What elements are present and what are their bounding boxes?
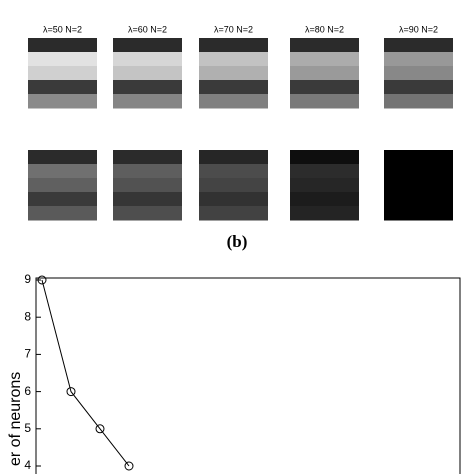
stripe bbox=[28, 52, 97, 67]
panel-label: λ=70 N=2 bbox=[214, 24, 253, 34]
stripe bbox=[28, 66, 97, 81]
stripe bbox=[28, 94, 97, 109]
y-tick-label: 4 bbox=[24, 458, 31, 472]
stripe bbox=[199, 192, 268, 207]
panel-label: λ=80 N=2 bbox=[305, 24, 344, 34]
stripe bbox=[113, 52, 182, 67]
panel-label: λ=50 N=2 bbox=[43, 24, 82, 34]
stripe bbox=[199, 164, 268, 179]
stripe bbox=[384, 206, 453, 221]
stripe bbox=[199, 150, 268, 165]
stripe bbox=[28, 206, 97, 221]
stripe bbox=[290, 164, 359, 179]
stripe bbox=[290, 38, 359, 53]
stripe bbox=[199, 80, 268, 95]
stripe bbox=[384, 38, 453, 53]
stripe bbox=[199, 38, 268, 53]
line bbox=[41, 279, 130, 467]
stripe bbox=[113, 150, 182, 165]
stripe bbox=[28, 192, 97, 207]
stripe bbox=[199, 66, 268, 81]
stripe bbox=[28, 80, 97, 95]
stripe bbox=[113, 80, 182, 95]
caption: (b) bbox=[227, 232, 248, 251]
point bbox=[66, 387, 76, 397]
stripe bbox=[384, 164, 453, 179]
y-axis-label: er of neurons bbox=[7, 372, 24, 466]
stripe bbox=[290, 192, 359, 207]
y-tick-label: 7 bbox=[24, 347, 31, 361]
panel-label: λ=90 N=2 bbox=[399, 24, 438, 34]
stripe bbox=[28, 178, 97, 193]
stripe bbox=[290, 66, 359, 81]
stripe bbox=[384, 80, 453, 95]
stripe bbox=[28, 38, 97, 53]
stripe bbox=[113, 66, 182, 81]
stripe bbox=[384, 94, 453, 109]
panel-label: λ=60 N=2 bbox=[128, 24, 167, 34]
stripe bbox=[290, 80, 359, 95]
y-tick-label: 9 bbox=[24, 272, 31, 286]
y-tick-label: 5 bbox=[24, 421, 31, 435]
stripe bbox=[290, 94, 359, 109]
stripe bbox=[113, 206, 182, 221]
stripe bbox=[290, 206, 359, 221]
stripe bbox=[28, 150, 97, 165]
stripe bbox=[113, 164, 182, 179]
y-tick-label: 8 bbox=[24, 309, 31, 323]
stripe bbox=[290, 178, 359, 193]
stripe bbox=[384, 150, 453, 165]
stripe bbox=[113, 192, 182, 207]
stripe bbox=[384, 192, 453, 207]
stripe bbox=[199, 178, 268, 193]
stripe bbox=[290, 52, 359, 67]
stripe bbox=[113, 38, 182, 53]
stripe bbox=[384, 52, 453, 67]
stripe bbox=[113, 178, 182, 193]
stripe bbox=[28, 164, 97, 179]
point bbox=[37, 275, 47, 285]
stripe bbox=[384, 178, 453, 193]
stripe bbox=[199, 52, 268, 67]
point bbox=[95, 424, 105, 434]
stripe bbox=[113, 94, 182, 109]
stripe bbox=[199, 94, 268, 109]
stripe bbox=[290, 150, 359, 165]
plot-frame bbox=[35, 277, 461, 474]
stripe bbox=[384, 66, 453, 81]
y-tick-label: 6 bbox=[24, 384, 31, 398]
stripe bbox=[199, 206, 268, 221]
point bbox=[124, 461, 134, 471]
